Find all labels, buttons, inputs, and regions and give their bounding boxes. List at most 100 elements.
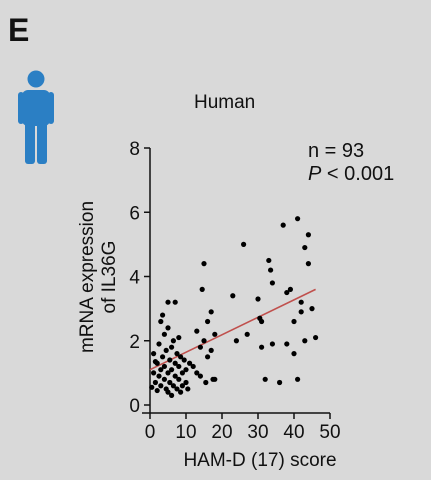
data-point	[169, 392, 175, 398]
data-point	[181, 357, 187, 363]
data-point	[287, 286, 293, 292]
data-point	[149, 384, 155, 390]
data-point	[313, 334, 319, 341]
data-point	[280, 222, 286, 228]
data-point	[169, 344, 175, 350]
data-point	[302, 244, 308, 251]
data-point	[160, 312, 166, 318]
data-point	[161, 331, 167, 337]
data-point	[291, 318, 297, 325]
data-point	[241, 241, 247, 247]
data-point	[203, 379, 209, 386]
trend-line	[149, 288, 316, 371]
y-axis-label-line: of IL36G	[99, 241, 120, 314]
data-point	[266, 257, 272, 264]
data-point	[179, 370, 185, 376]
data-point	[161, 376, 167, 382]
data-point	[233, 338, 239, 344]
data-point	[208, 347, 214, 353]
data-point	[197, 373, 203, 379]
data-point	[302, 338, 308, 344]
data-point	[176, 334, 182, 341]
data-point	[259, 344, 265, 350]
data-point	[158, 367, 164, 373]
data-point	[151, 370, 157, 376]
p-symbol: P	[308, 163, 322, 185]
data-point	[158, 383, 164, 389]
trend-line-group	[149, 288, 316, 371]
data-point	[165, 370, 171, 376]
data-point	[170, 338, 176, 344]
data-point	[156, 373, 162, 379]
ticks: 0 2 4 6 8 0 10 20 30 40 50	[129, 139, 340, 443]
data-point	[305, 261, 311, 267]
data-point	[284, 289, 290, 296]
data-point	[269, 341, 275, 347]
data-point	[194, 328, 200, 334]
data-point	[160, 354, 166, 360]
data-point	[284, 341, 290, 347]
data-point	[295, 376, 301, 382]
data-point	[178, 389, 184, 395]
data-point	[262, 376, 268, 382]
data-point	[170, 383, 176, 389]
data-point	[230, 293, 236, 299]
data-point	[167, 379, 173, 386]
data-point	[298, 299, 304, 305]
data-point	[185, 386, 191, 392]
data-point	[158, 318, 164, 325]
data-point	[172, 360, 178, 366]
p-value-text: < 0.001	[321, 163, 395, 185]
data-point	[194, 370, 200, 376]
data-point	[255, 296, 261, 302]
y-tick-label: 0	[129, 396, 140, 417]
stats-annotation: n = 93 P < 0.001	[308, 140, 394, 186]
panel-letter: E	[8, 12, 30, 48]
data-point	[268, 267, 274, 273]
data-point	[167, 357, 173, 363]
data-point	[152, 359, 158, 365]
data-point	[176, 376, 182, 382]
data-point	[197, 344, 203, 350]
data-point	[176, 363, 182, 370]
y-axis-label: mRNA expression of IL36G	[77, 201, 120, 353]
data-point	[183, 379, 189, 386]
chart-title: Human	[194, 92, 256, 113]
data-point	[183, 367, 189, 373]
x-tick-label: 30	[247, 422, 268, 443]
x-tick-label: 0	[145, 422, 156, 443]
data-point	[277, 379, 283, 386]
data-point	[259, 318, 265, 325]
y-tick-label: 6	[129, 203, 140, 224]
data-point	[178, 354, 184, 360]
data-point	[298, 309, 304, 315]
data-point	[172, 299, 178, 305]
p-value-label: P < 0.001	[308, 163, 394, 186]
data-points	[149, 216, 319, 398]
person-icon	[18, 70, 54, 164]
data-point	[156, 341, 162, 347]
y-tick-label: 2	[129, 332, 140, 353]
y-axis-label-line: mRNA expression	[77, 201, 98, 353]
data-point	[161, 363, 167, 370]
data-point	[190, 363, 196, 370]
data-point	[309, 306, 315, 312]
data-point	[205, 354, 211, 360]
data-point	[295, 216, 301, 222]
data-point	[165, 325, 171, 331]
data-point	[201, 261, 207, 267]
data-point	[172, 373, 178, 379]
data-point	[205, 318, 211, 325]
data-point	[152, 379, 158, 386]
data-point	[291, 351, 297, 357]
data-point	[305, 232, 311, 238]
data-point	[163, 347, 169, 353]
data-point	[212, 376, 218, 382]
x-tick-label: 10	[175, 422, 196, 443]
x-tick-label: 40	[283, 422, 304, 443]
x-tick-label: 50	[319, 422, 340, 443]
data-point	[187, 360, 193, 366]
data-point	[165, 389, 171, 395]
data-point	[154, 387, 160, 394]
